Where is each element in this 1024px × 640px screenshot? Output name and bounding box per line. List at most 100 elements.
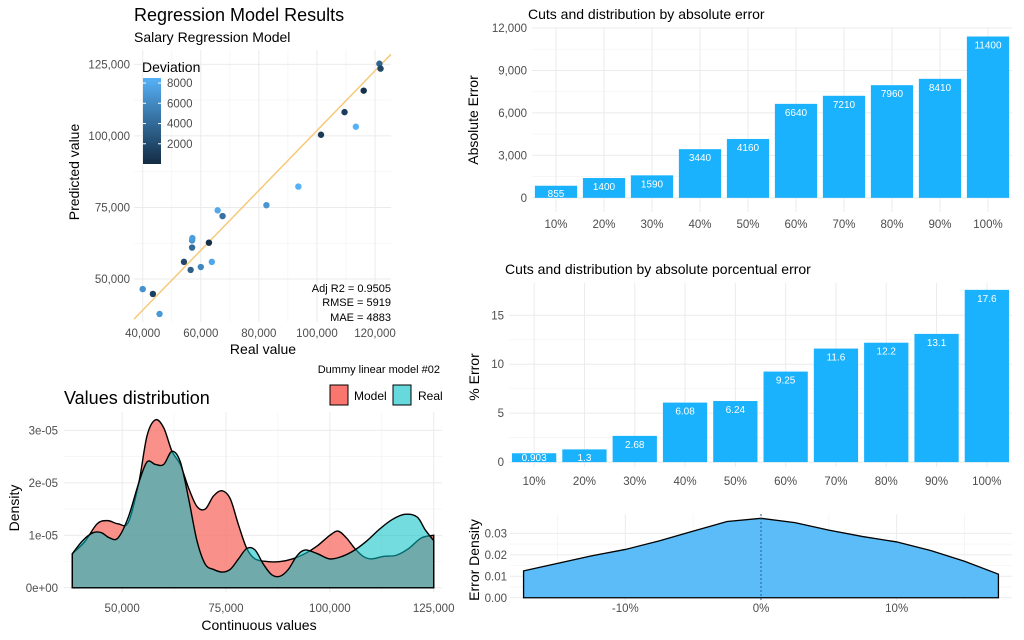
x-tick-label: 10% (523, 476, 546, 488)
pct-error-y-ticks: 0 5 10 15 (491, 310, 504, 469)
scatter-subtitle: Salary Regression Model (134, 29, 290, 45)
y-tick-label: 5 (498, 408, 504, 420)
scatter-point (377, 65, 384, 72)
abs-error-bars: 855 1400 1590 3440 4160 6640 7210 7960 8410 11400 (534, 36, 1010, 200)
y-tick-label: 125,000 (88, 59, 130, 71)
y-tick-label: 0 (498, 457, 504, 469)
x-tick-label: 20% (573, 476, 596, 488)
bar (630, 175, 674, 198)
scatter-grid (134, 50, 391, 322)
scatter-point (197, 263, 204, 271)
bar-value-label: 0.903 (522, 453, 547, 464)
error-density-panel: -10% 0% 10% 0.00 0.01 0.02 0.03 Error Density (466, 514, 1012, 615)
scatter-point (263, 201, 270, 209)
pct-error-x-ticks: 10% 20% 30% 40% 50% 60% 70% 80% 90% 100% (523, 476, 1002, 488)
bar-value-label: 13.1 (927, 338, 947, 349)
bar (966, 36, 1010, 198)
x-tick-label: 60,000 (183, 328, 218, 340)
y-tick-label: 9,000 (498, 65, 527, 77)
values-distribution-y-axis-title: Density (6, 485, 22, 532)
values-distribution-x-axis-title: Continuous values (201, 617, 316, 633)
values-distribution-x-ticks: 50,000 75,000 100,000 125,000 (105, 603, 455, 615)
scatter-point (188, 244, 196, 251)
bar (914, 333, 959, 463)
bar (713, 401, 758, 463)
x-tick-label: 30% (640, 219, 663, 231)
error-density-y-ticks: 0.00 0.01 0.02 0.03 (485, 528, 507, 604)
x-tick-label: 40% (688, 219, 711, 231)
abs-error-x-ticks: 10% 20% 30% 40% 50% 60% 70% 80% 90% 100% (544, 219, 1002, 231)
scatter-point (317, 131, 325, 138)
scatter-y-axis-title: Predicted value (66, 124, 82, 221)
abs-error-title: Cuts and distribution by absolute error (528, 6, 765, 22)
legend-tick-label: 2000 (167, 139, 193, 151)
y-tick-label: 100,000 (88, 131, 130, 143)
bar-value-label: 6640 (785, 108, 808, 119)
x-tick-label: 40% (674, 476, 697, 488)
scatter-point (376, 60, 383, 67)
bar (763, 371, 808, 463)
scatter-point (156, 310, 163, 318)
x-tick-label: 40,000 (125, 328, 160, 340)
y-tick-label: 0.01 (485, 571, 507, 583)
deviation-legend: Deviation 8000 6000 4000 2000 (142, 59, 200, 164)
bar-value-label: 9.25 (776, 376, 796, 387)
y-tick-label: 10 (491, 359, 504, 371)
x-tick-label: 30% (623, 476, 646, 488)
scatter-point (180, 258, 188, 266)
x-tick-label: 10% (544, 219, 567, 231)
bar (918, 78, 962, 198)
bar-value-label: 3440 (689, 153, 712, 164)
y-tick-label: 0.02 (485, 550, 507, 562)
error-density-y-axis-title: Error Density (466, 519, 482, 601)
x-tick-label: 100,000 (296, 328, 338, 340)
scatter-point (360, 87, 367, 94)
scatter-caption: Dummy linear model #02 (318, 364, 440, 376)
bar-value-label: 7210 (833, 100, 856, 111)
bar-value-label: 11.6 (827, 353, 846, 364)
scatter-point (149, 290, 157, 298)
values-distribution-title: Values distribution (64, 388, 210, 408)
pct-error-y-axis-title: % Error (466, 353, 482, 401)
x-tick-label: 70% (824, 476, 847, 488)
scatter-point (214, 207, 221, 214)
scatter-points (139, 60, 384, 318)
values-distribution-panel: Values distribution Model Real 50,000 75,… (6, 384, 455, 633)
y-tick-label: 0e+00 (26, 583, 58, 595)
x-tick-label: 60% (774, 476, 797, 488)
x-tick-label: 80% (880, 219, 903, 231)
bar-value-label: 7960 (881, 89, 904, 100)
bar (612, 435, 657, 463)
pct-error-panel: Cuts and distribution by absolute porcen… (466, 261, 1012, 488)
bar (774, 103, 818, 198)
y-tick-label: 0.00 (485, 593, 507, 605)
legend-tick-label: 4000 (167, 119, 193, 131)
x-tick-label: 75,000 (208, 603, 243, 615)
deviation-colorbar (143, 78, 161, 164)
bar (562, 449, 607, 463)
scatter-y-ticks: 50,000 75,000 100,000 125,000 (88, 59, 130, 286)
scatter-point (208, 258, 216, 266)
bar (864, 342, 909, 463)
x-tick-label: 120,000 (354, 328, 396, 340)
y-tick-label: 6,000 (498, 108, 527, 120)
scatter-stats: Adj R2 = 0.9505 RMSE = 5919 MAE = 4883 (312, 283, 391, 324)
bar (822, 95, 866, 198)
bar (964, 289, 1009, 463)
x-tick-label: 0% (753, 603, 770, 615)
scatter-point (139, 285, 146, 293)
abs-error-panel: Cuts and distribution by absolute error … (465, 6, 1012, 231)
pct-error-bars: 0.903 1.3 2.68 6.08 6.24 9.25 11.6 12.2 13.1 17.6 (512, 289, 1009, 464)
regression-fit-line (133, 53, 392, 320)
x-tick-label: 90% (928, 219, 951, 231)
bar-value-label: 12.2 (877, 347, 897, 358)
y-tick-label: 0.03 (485, 528, 507, 540)
x-tick-label: 100,000 (309, 603, 351, 615)
scatter-panel: Regression Model Results Salary Regressi… (66, 5, 440, 376)
scatter-point (295, 183, 302, 190)
legend-key-real (392, 384, 412, 406)
y-tick-label: 0 (521, 193, 527, 205)
stat-adj-r2: Adj R2 = 0.9505 (312, 283, 391, 295)
scatter-x-axis-title: Real value (230, 341, 296, 357)
y-tick-label: 2e-05 (29, 478, 58, 490)
